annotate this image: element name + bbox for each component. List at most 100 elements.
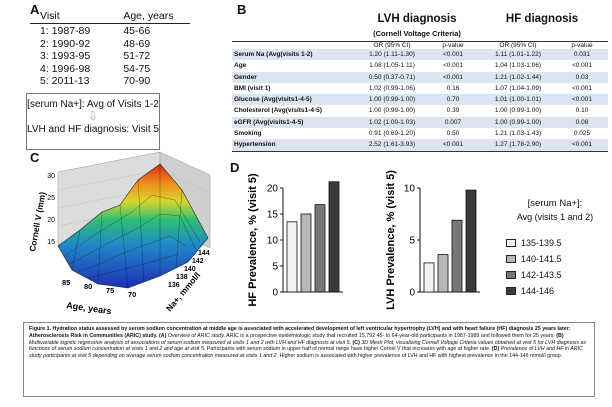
hf-or: 1.21 (1.03-1.43) <box>494 130 542 138</box>
age-tick: 70 <box>128 290 136 299</box>
legend-item: 142-143.5 <box>506 270 562 280</box>
sodium-definition: [serum Na+]: Avg of Visits 1-2 <box>27 99 159 110</box>
covariate-label: Smoking <box>234 130 262 138</box>
table-row: Glucose (Avg(visits1-4-5) 1.00 (0.99-1.00… <box>232 94 608 106</box>
age-header: Age, years <box>123 10 174 22</box>
covariate-label: Gender <box>234 73 257 81</box>
hf-p: <0.001 <box>571 141 593 149</box>
table-row: Age 1.08 (1.05-1.11) <0.001 1.04 (1.03-1.06… <box>232 60 608 71</box>
hf-p: 0.025 <box>573 130 591 138</box>
covariate-label: Serum Na (Avg(visits 1-2) <box>234 51 313 58</box>
legend-title-line2: Avg (visits 1 and 2) <box>516 212 594 222</box>
visit-table-header: Visit Age, years <box>30 10 190 24</box>
table-row: Hypertension 2.52 (1.61-3.93) <0.001 1.27 (… <box>232 139 608 151</box>
hf-p: 0.031 <box>573 51 591 58</box>
visit-cell: 3: 1993-95 <box>40 50 91 62</box>
legend-swatch <box>506 271 516 279</box>
y-tick-label: 0 <box>272 288 278 299</box>
x-axis-label: Age, years <box>66 300 112 316</box>
z-tick: 20 <box>47 217 55 224</box>
covariate-label: BMI (visit 1) <box>234 84 271 92</box>
table-row: eGFR (Avg(visits1-4-5) 1.02 (1.00-1.03) 0.… <box>232 116 608 129</box>
hf-or: 1.00 (0.99-1.00) <box>494 107 542 115</box>
covariate-label: Hypertension <box>234 141 276 149</box>
legend-title-line1: [serum Na+]: <box>527 198 583 209</box>
hf-p: 0.03 <box>575 73 589 81</box>
hf-title: HF diagnosis <box>505 13 579 25</box>
table-rule <box>232 41 608 42</box>
lvh-or: 1.00 (0.99-1.00) <box>368 96 416 104</box>
caption-a-label: (A) <box>159 332 167 339</box>
lvh-p-header: p-value <box>442 42 464 49</box>
hf-p-header: p-value <box>571 42 593 49</box>
age-cell: 70-90 <box>123 75 151 87</box>
hf-or: 1.27 (1.78-2.90) <box>494 141 542 149</box>
hf-or: 1.04 (1.03-1.06) <box>494 62 542 70</box>
lvh-p: <0.001 <box>442 62 464 70</box>
lvh-p: <0.001 <box>442 51 464 58</box>
na-tick: 144 <box>198 250 210 257</box>
lvh-or: 0.91 (0.69-1.20) <box>368 130 416 138</box>
panel-c-letter: C <box>30 150 40 165</box>
lvh-subtitle: (Cornell Voltage Criteria) <box>373 29 461 38</box>
bar-135-139.5 <box>423 262 435 293</box>
bar-142-143.5 <box>314 204 326 293</box>
table-row: 5: 2011-13 70-90 <box>30 75 190 88</box>
lvh-prevalence-chart: LVH Prevalence, % (visit 5) 0 5 10 <box>385 170 480 310</box>
lvh-or: 0.50 (0.37-0.71) <box>368 73 416 81</box>
covariate-label: eGFR (Avg(visits1-4-5) <box>234 118 304 126</box>
bar-140-141.5 <box>437 254 449 293</box>
legend-swatch <box>506 255 516 263</box>
hf-or: 1.01 (1.00-1.01) <box>494 96 542 104</box>
caption-c-text: Participants with serum sodium in upper … <box>206 346 491 353</box>
covariate-label: Glucose (Avg(visits1-4-5) <box>234 96 312 104</box>
visit-cell: 2: 1990-92 <box>40 37 91 50</box>
panel-a-letter: A <box>30 2 40 17</box>
hf-or: 1.00 (0.99-1.00) <box>494 118 542 126</box>
caption-c-label: (C) <box>352 339 360 346</box>
hf-p: <0.001 <box>571 84 593 92</box>
z-tick: 25 <box>47 195 55 202</box>
z-axis-label: Cornell V (mm) <box>27 191 47 252</box>
table-row: Smoking 0.91 (0.69-1.20) 0.50 1.21 (1.03-1.… <box>232 128 608 139</box>
visit-table: Visit Age, years 1: 1987-89 45-66 2: 1990… <box>30 10 190 88</box>
caption-b-heading: Multivariable logistic regression analys… <box>29 339 351 346</box>
age-cell: 51-72 <box>123 50 151 62</box>
caption-title: Figure 1. Hydration status assessed by s… <box>29 326 571 339</box>
caption-a-heading: Overview of ARIC study. <box>167 332 225 339</box>
legend-swatch <box>506 239 516 247</box>
hf-p: 0.10 <box>575 107 589 115</box>
caption-d-label: (D) <box>491 346 500 353</box>
hf-or: 1.07 (1.04-1.09) <box>494 84 542 92</box>
hf-p: 0.08 <box>575 118 589 126</box>
lvh-p: 0.16 <box>446 84 460 92</box>
figure-caption: Figure 1. Hydration status assessed by s… <box>23 322 595 397</box>
y-tick-label: 5 <box>272 262 278 273</box>
legend-label: 135-139.5 <box>521 238 562 248</box>
legend-title: [serum Na+]: Avg (visits 1 and 2) <box>505 198 605 222</box>
y-tick-label: 0 <box>409 288 415 299</box>
na-tick: 138 <box>176 274 188 281</box>
y-tick-label: 15 <box>267 210 279 221</box>
caption-d-heading: Prevalence of LVH and HF in ARIC study p… <box>29 346 583 360</box>
lvh-p: 0.39 <box>446 107 460 115</box>
table-row: Cholesterol (Avg(visits1-4-5) 1.00 (0.99-… <box>232 105 608 116</box>
table-row: Serum Na (Avg(visits 1-2) 1.20 (1.11-1.30… <box>232 49 608 61</box>
legend-label: 140-141.5 <box>521 254 562 264</box>
na-tick: 142 <box>192 258 204 265</box>
table-row: BMI (visit 1) 1.02 (0.99-1.06) 0.16 1.07 (1… <box>232 83 608 94</box>
table-row: Gender 0.50 (0.37-0.71) <0.001 1.21 (1.02-1… <box>232 71 608 83</box>
na-tick: 140 <box>184 266 196 273</box>
visit-cell: 5: 2011-13 <box>40 75 90 87</box>
visit-cell: 4: 1996-98 <box>40 62 91 75</box>
legend-label: 142-143.5 <box>521 270 562 280</box>
diagnosis-definition: LVH and HF diagnosis: Visit 5 <box>27 124 159 135</box>
lvh-or: 2.52 (1.61-3.93) <box>368 141 416 149</box>
lvh-or: 1.00 (0.99-1.00) <box>368 107 416 115</box>
table-row: 3: 1993-95 51-72 <box>30 50 190 63</box>
y-tick-label: 20 <box>267 184 279 195</box>
bar-140-141.5 <box>300 213 312 293</box>
bar-144-146 <box>328 181 340 293</box>
lvh-y-axis-label: LVH Prevalence, % (visit 5) <box>385 170 397 310</box>
table-bottom-rule <box>232 151 608 152</box>
